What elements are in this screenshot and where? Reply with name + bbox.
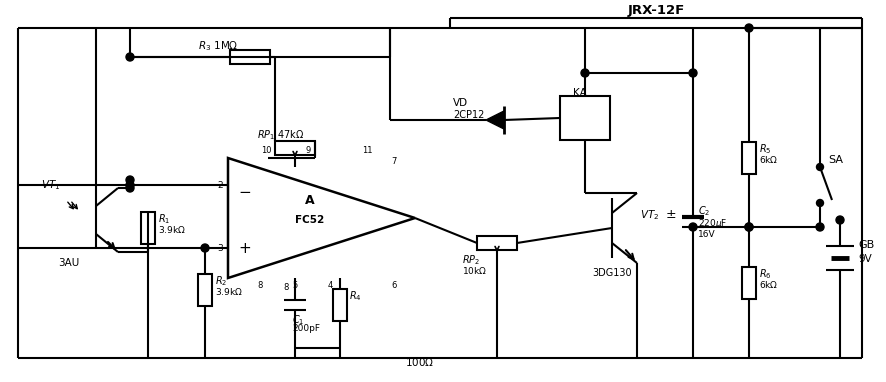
Circle shape [126, 176, 134, 184]
Circle shape [835, 216, 843, 224]
Circle shape [816, 163, 822, 170]
Circle shape [201, 244, 209, 252]
Text: SA: SA [827, 155, 842, 165]
Bar [229, 50, 269, 64]
Circle shape [688, 223, 696, 231]
Text: $VT_2$: $VT_2$ [640, 208, 658, 222]
Text: GB: GB [857, 240, 874, 250]
Text: 5: 5 [292, 281, 298, 290]
Text: $RP_1$ 47k$\Omega$: $RP_1$ 47k$\Omega$ [257, 128, 304, 142]
Text: $\pm$: $\pm$ [664, 208, 675, 221]
Text: 3DG130: 3DG130 [591, 268, 631, 278]
Circle shape [580, 69, 588, 77]
Text: 3.9k$\Omega$: 3.9k$\Omega$ [158, 224, 186, 235]
Text: 7: 7 [391, 157, 396, 166]
Text: $R_3$ 1M$\Omega$: $R_3$ 1M$\Omega$ [198, 39, 238, 53]
Text: 8: 8 [284, 283, 289, 292]
Text: VD: VD [453, 98, 468, 108]
Text: FC52: FC52 [295, 215, 324, 225]
Bar [559, 96, 610, 140]
Text: 8: 8 [257, 281, 262, 290]
Bar [742, 267, 755, 299]
Text: 6: 6 [391, 281, 396, 290]
Text: $VT_1$: $VT_1$ [41, 178, 60, 192]
Circle shape [126, 53, 134, 61]
Text: 16V: 16V [697, 230, 715, 239]
Bar [141, 212, 155, 244]
Circle shape [744, 223, 752, 231]
Text: 9V: 9V [857, 254, 871, 264]
Text: $R_4$: $R_4$ [348, 289, 361, 303]
Text: $RP_2$: $RP_2$ [462, 253, 479, 267]
Bar [275, 141, 315, 155]
Text: 2CP12: 2CP12 [453, 110, 484, 120]
Text: 6k$\Omega$: 6k$\Omega$ [758, 279, 778, 290]
Text: 200pF: 200pF [291, 324, 320, 333]
Text: 4: 4 [327, 281, 332, 290]
Text: $-$: $-$ [238, 183, 252, 197]
Text: 11: 11 [361, 146, 372, 155]
Circle shape [744, 24, 752, 32]
Text: $+$: $+$ [238, 241, 252, 256]
Circle shape [816, 199, 822, 207]
Circle shape [126, 181, 134, 189]
Text: 10: 10 [260, 146, 271, 155]
Text: 3.9k$\Omega$: 3.9k$\Omega$ [214, 286, 243, 297]
Text: JRX-12F: JRX-12F [626, 3, 684, 16]
Bar [742, 142, 755, 174]
Bar [198, 274, 212, 306]
Polygon shape [486, 111, 503, 129]
Text: 220$\mu$F: 220$\mu$F [697, 217, 727, 230]
Circle shape [126, 184, 134, 192]
Text: 2: 2 [217, 181, 222, 189]
Bar [332, 289, 346, 321]
Text: $R_2$: $R_2$ [214, 274, 227, 288]
Text: 6k$\Omega$: 6k$\Omega$ [758, 154, 778, 165]
Text: $R_5$: $R_5$ [758, 142, 771, 156]
Circle shape [744, 223, 752, 231]
Text: $R_1$: $R_1$ [158, 212, 170, 226]
Text: 3: 3 [217, 243, 222, 253]
Text: $R_6$: $R_6$ [758, 267, 771, 281]
Text: 10k$\Omega$: 10k$\Omega$ [462, 265, 486, 276]
Bar [477, 236, 517, 250]
Text: $C_1$: $C_1$ [291, 313, 304, 327]
Text: 100$\Omega$: 100$\Omega$ [405, 356, 434, 368]
Text: 9: 9 [305, 146, 310, 155]
Text: A: A [305, 194, 315, 207]
Text: KA: KA [572, 88, 586, 98]
Circle shape [688, 69, 696, 77]
Text: $C_2$: $C_2$ [697, 204, 710, 218]
Text: 3AU: 3AU [58, 258, 79, 268]
Circle shape [815, 223, 823, 231]
